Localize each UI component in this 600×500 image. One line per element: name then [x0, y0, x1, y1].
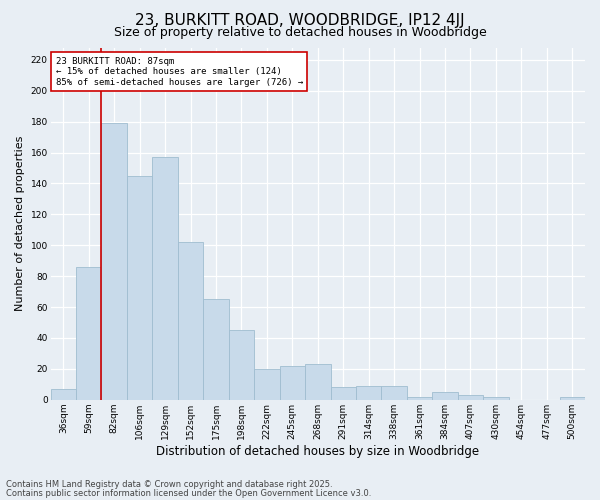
Bar — [152, 157, 178, 400]
Bar — [76, 267, 101, 400]
Text: Contains public sector information licensed under the Open Government Licence v3: Contains public sector information licen… — [6, 488, 371, 498]
Text: 23 BURKITT ROAD: 87sqm
← 15% of detached houses are smaller (124)
85% of semi-de: 23 BURKITT ROAD: 87sqm ← 15% of detached… — [56, 57, 303, 86]
Bar — [127, 176, 152, 400]
Bar — [458, 395, 483, 400]
X-axis label: Distribution of detached houses by size in Woodbridge: Distribution of detached houses by size … — [156, 444, 479, 458]
Bar — [433, 392, 458, 400]
Bar — [280, 366, 305, 400]
Text: 23, BURKITT ROAD, WOODBRIDGE, IP12 4JJ: 23, BURKITT ROAD, WOODBRIDGE, IP12 4JJ — [135, 12, 465, 28]
Bar — [101, 123, 127, 400]
Bar — [178, 242, 203, 400]
Bar — [203, 300, 229, 400]
Bar — [229, 330, 254, 400]
Bar — [407, 396, 433, 400]
Bar — [254, 369, 280, 400]
Text: Contains HM Land Registry data © Crown copyright and database right 2025.: Contains HM Land Registry data © Crown c… — [6, 480, 332, 489]
Bar — [50, 389, 76, 400]
Text: Size of property relative to detached houses in Woodbridge: Size of property relative to detached ho… — [113, 26, 487, 39]
Bar — [483, 396, 509, 400]
Bar — [331, 388, 356, 400]
Bar — [560, 396, 585, 400]
Y-axis label: Number of detached properties: Number of detached properties — [15, 136, 25, 312]
Bar — [356, 386, 382, 400]
Bar — [305, 364, 331, 400]
Bar — [382, 386, 407, 400]
